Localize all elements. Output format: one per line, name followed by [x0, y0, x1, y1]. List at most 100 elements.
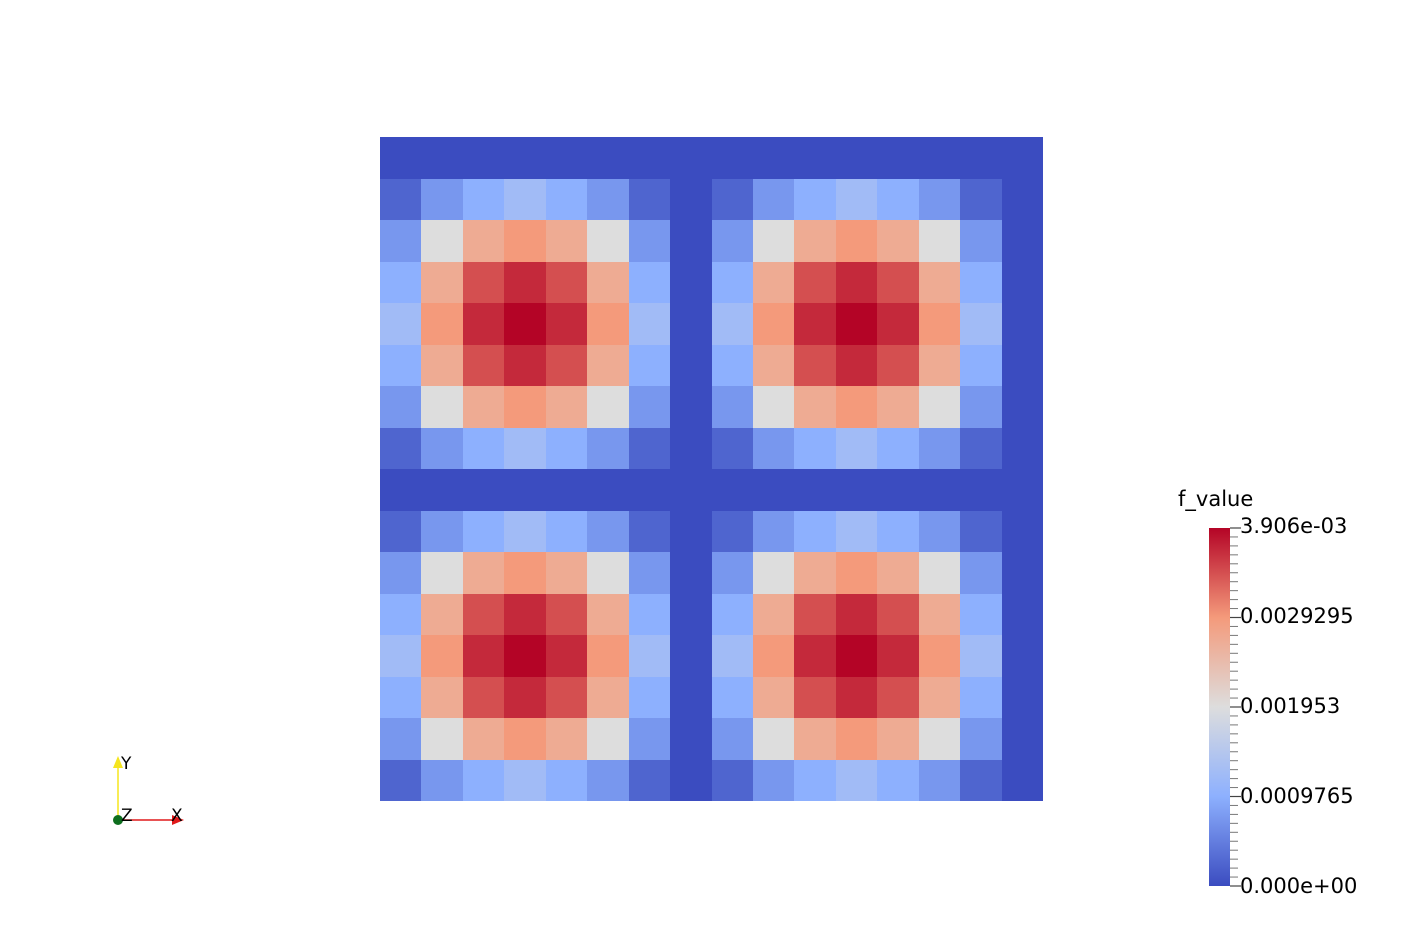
heatmap-cell — [504, 344, 546, 386]
heatmap-cell — [918, 593, 961, 635]
heatmap-cell — [711, 137, 753, 179]
heatmap-cell — [794, 137, 836, 179]
heatmap-cell — [462, 178, 505, 220]
heatmap-cell — [628, 469, 671, 511]
heatmap-cell — [628, 386, 671, 428]
heatmap-cell — [711, 344, 753, 386]
heatmap-cell — [711, 593, 753, 635]
x-axis-label: X — [171, 806, 183, 826]
heatmap-cell — [794, 303, 836, 345]
heatmap-cell — [380, 178, 422, 220]
heatmap-cell — [462, 510, 505, 552]
colorbar-major-ticks — [1230, 527, 1241, 887]
heatmap-cell — [421, 220, 463, 262]
heatmap-cell — [960, 635, 1002, 677]
heatmap-cell — [504, 427, 546, 469]
heatmap-cell — [1001, 552, 1043, 594]
heatmap-cell — [752, 261, 795, 303]
heatmap-cell — [462, 552, 505, 594]
heatmap-cell — [918, 261, 961, 303]
heatmap-cell — [421, 676, 463, 718]
heatmap-cell — [752, 427, 795, 469]
heatmap-cell — [670, 261, 712, 303]
heatmap-cell — [504, 718, 546, 760]
heatmap-cell — [960, 220, 1002, 262]
y-axis-arrowhead — [113, 756, 123, 768]
heatmap-cell — [628, 552, 671, 594]
heatmap-cell — [504, 178, 546, 220]
heatmap-cell — [380, 427, 422, 469]
heatmap-cell — [504, 759, 546, 801]
heatmap-cell — [504, 137, 546, 179]
heatmap-cell — [752, 510, 795, 552]
heatmap-cell — [421, 137, 463, 179]
heatmap-cell — [960, 469, 1002, 511]
heatmap-cell — [794, 344, 836, 386]
heatmap-cell — [711, 178, 753, 220]
heatmap-cell — [794, 261, 836, 303]
heatmap-cell — [670, 593, 712, 635]
heatmap-cell — [670, 469, 712, 511]
z-axis-origin — [113, 815, 123, 825]
heatmap-cell — [1001, 593, 1043, 635]
heatmap-cell — [960, 137, 1002, 179]
heatmap-cell — [918, 178, 961, 220]
heatmap-cell — [918, 386, 961, 428]
heatmap-cell — [421, 552, 463, 594]
heatmap-cell — [380, 593, 422, 635]
heatmap-cell — [670, 303, 712, 345]
heatmap-cell — [960, 552, 1002, 594]
heatmap-grid — [380, 137, 1043, 801]
heatmap-cell — [545, 344, 588, 386]
heatmap-cell — [794, 178, 836, 220]
heatmap-cell — [462, 593, 505, 635]
heatmap-cell — [835, 759, 878, 801]
heatmap-cell — [835, 344, 878, 386]
heatmap-cell — [587, 427, 629, 469]
heatmap-cell — [504, 593, 546, 635]
heatmap-cell — [835, 552, 878, 594]
heatmap-cell — [670, 676, 712, 718]
heatmap-cell — [380, 718, 422, 760]
heatmap-cell — [711, 220, 753, 262]
heatmap-cell — [628, 635, 671, 677]
heatmap-cell — [918, 676, 961, 718]
heatmap-cell — [711, 759, 753, 801]
colorbar: f_value 3.906e-03 0.0029295 0.001953 0.0… — [1178, 487, 1357, 898]
heatmap-cell — [421, 386, 463, 428]
heatmap-cell — [462, 469, 505, 511]
heatmap-cell — [877, 759, 919, 801]
heatmap-cell — [794, 510, 836, 552]
colorbar-tick-label: 0.0029295 — [1240, 604, 1354, 628]
colorbar-title: f_value — [1178, 487, 1253, 512]
heatmap-cell — [587, 303, 629, 345]
heatmap-cell — [752, 220, 795, 262]
heatmap-cell — [1001, 510, 1043, 552]
heatmap-cell — [380, 220, 422, 262]
heatmap-cell — [711, 469, 753, 511]
heatmap-cell — [670, 759, 712, 801]
heatmap-cell — [545, 137, 588, 179]
heatmap-cell — [1001, 137, 1043, 179]
heatmap-cell — [545, 718, 588, 760]
heatmap-cell — [1001, 303, 1043, 345]
heatmap-cell — [960, 386, 1002, 428]
heatmap-cell — [1001, 344, 1043, 386]
heatmap-cell — [1001, 261, 1043, 303]
heatmap-cell — [670, 427, 712, 469]
heatmap-cell — [960, 427, 1002, 469]
heatmap-cell — [794, 718, 836, 760]
heatmap-cell — [462, 261, 505, 303]
heatmap-cell — [877, 427, 919, 469]
x-axis-arrowhead — [172, 815, 184, 825]
heatmap-cell — [960, 344, 1002, 386]
heatmap-cell — [877, 303, 919, 345]
heatmap-cell — [628, 303, 671, 345]
heatmap-cell — [752, 635, 795, 677]
heatmap-cell — [960, 676, 1002, 718]
heatmap-cell — [918, 469, 961, 511]
heatmap-cell — [752, 137, 795, 179]
heatmap-cell — [462, 303, 505, 345]
heatmap-cell — [752, 593, 795, 635]
heatmap-cell — [504, 220, 546, 262]
